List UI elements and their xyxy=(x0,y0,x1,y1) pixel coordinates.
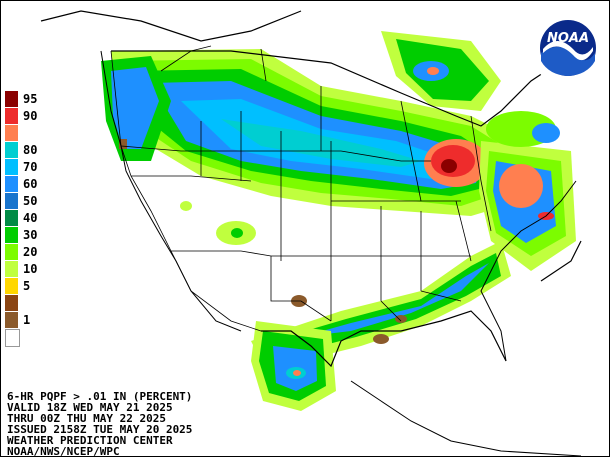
legend-label: 60 xyxy=(23,177,38,191)
legend-label: 95 xyxy=(23,92,38,106)
thru-time: THRU 00Z THU MAY 22 2025 xyxy=(7,412,166,425)
legend-swatch xyxy=(5,193,18,209)
coastline xyxy=(100,50,582,456)
legend-swatch xyxy=(5,108,18,124)
state-borders xyxy=(110,45,492,332)
precip-field-pacific-northwest xyxy=(101,56,171,161)
legend-label: 50 xyxy=(23,194,38,208)
legend-label: 20 xyxy=(23,245,38,259)
precip-field-texas xyxy=(251,321,336,411)
valid-time: VALID 18Z WED MAY 21 2025 xyxy=(7,401,173,414)
legend-swatch xyxy=(5,142,18,158)
precip-field-new-england xyxy=(381,31,560,147)
legend-swatch xyxy=(5,91,18,107)
noaa-logo-text: NOAA xyxy=(546,31,590,46)
legend-swatch xyxy=(5,210,18,226)
issued-time: ISSUED 2158Z TUE MAY 20 2025 xyxy=(7,423,193,436)
precip-field-great-lakes xyxy=(424,139,488,187)
legend-label: 90 xyxy=(23,109,38,123)
legend-swatch xyxy=(5,312,18,328)
legend-swatch xyxy=(5,244,18,260)
legend-label: 30 xyxy=(23,228,38,242)
legend-swatch xyxy=(5,125,18,141)
legend-label: 40 xyxy=(23,211,38,225)
legend-label: 70 xyxy=(23,160,38,174)
legend-label: 10 xyxy=(23,262,38,276)
noaa-logo xyxy=(530,10,606,86)
legend-label: 5 xyxy=(23,279,31,293)
legend-label: 1 xyxy=(23,313,31,327)
legend-swatch xyxy=(5,329,20,347)
forecast-info-block: 6-HR PQPF > .01 IN (PERCENT) VALID 18Z W… xyxy=(7,390,193,457)
product-title: 6-HR PQPF > .01 IN (PERCENT) xyxy=(7,390,193,403)
legend-label: 80 xyxy=(23,143,38,157)
legend-swatch xyxy=(5,176,18,192)
country-borders xyxy=(40,10,582,368)
legend-swatch xyxy=(5,261,18,277)
legend-swatch xyxy=(5,278,18,294)
legend-swatch xyxy=(5,295,18,311)
center-name: WEATHER PREDICTION CENTER xyxy=(7,434,173,447)
legend-swatch xyxy=(5,159,18,175)
precip-field-northeast xyxy=(479,141,576,271)
legend-swatch xyxy=(5,227,18,243)
agency-name: NOAA/NWS/NCEP/WPC xyxy=(7,445,120,457)
